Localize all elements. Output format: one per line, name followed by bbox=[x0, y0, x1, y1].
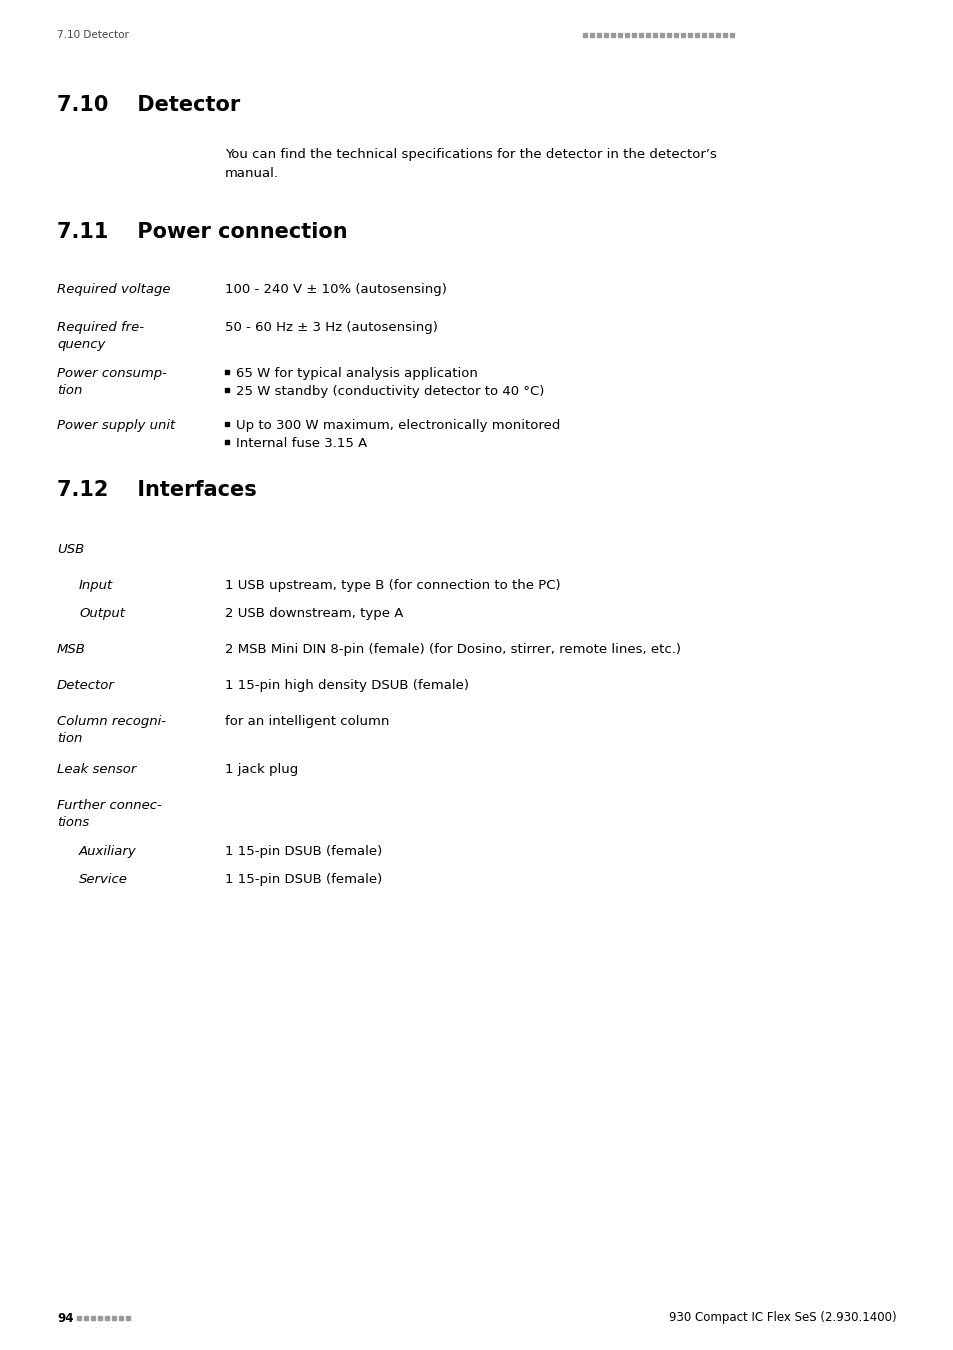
Text: quency: quency bbox=[57, 338, 105, 351]
Text: 2 MSB Mini DIN 8-pin (female) (for Dosino, stirrer, remote lines, etc.): 2 MSB Mini DIN 8-pin (female) (for Dosin… bbox=[225, 643, 680, 656]
Bar bbox=[119, 1316, 123, 1320]
Bar bbox=[701, 32, 705, 36]
Text: USB: USB bbox=[57, 543, 84, 556]
Bar bbox=[91, 1316, 95, 1320]
Bar bbox=[225, 387, 229, 392]
Bar bbox=[639, 32, 642, 36]
Text: 1 15-pin high density DSUB (female): 1 15-pin high density DSUB (female) bbox=[225, 679, 469, 693]
Text: 7.10    Detector: 7.10 Detector bbox=[57, 95, 240, 115]
Text: Required fre-: Required fre- bbox=[57, 321, 144, 333]
Text: Auxiliary: Auxiliary bbox=[79, 845, 136, 859]
Text: 930 Compact IC Flex SeS (2.930.1400): 930 Compact IC Flex SeS (2.930.1400) bbox=[669, 1311, 896, 1324]
Bar bbox=[716, 32, 720, 36]
Text: Power consump-: Power consump- bbox=[57, 367, 167, 379]
Bar bbox=[98, 1316, 102, 1320]
Bar bbox=[225, 370, 229, 374]
Text: Leak sensor: Leak sensor bbox=[57, 763, 136, 776]
Bar bbox=[112, 1316, 116, 1320]
Text: 1 15-pin DSUB (female): 1 15-pin DSUB (female) bbox=[225, 873, 382, 886]
Text: 7.12    Interfaces: 7.12 Interfaces bbox=[57, 481, 256, 500]
Bar bbox=[624, 32, 628, 36]
Bar bbox=[645, 32, 649, 36]
Bar bbox=[225, 423, 229, 427]
Bar bbox=[597, 32, 600, 36]
Text: manual.: manual. bbox=[225, 167, 278, 180]
Text: Required voltage: Required voltage bbox=[57, 284, 171, 296]
Text: Service: Service bbox=[79, 873, 128, 886]
Text: for an intelligent column: for an intelligent column bbox=[225, 716, 389, 728]
Bar bbox=[708, 32, 712, 36]
Text: Input: Input bbox=[79, 579, 113, 593]
Bar bbox=[729, 32, 733, 36]
Text: MSB: MSB bbox=[57, 643, 86, 656]
Bar bbox=[652, 32, 657, 36]
Bar bbox=[722, 32, 726, 36]
Bar bbox=[631, 32, 636, 36]
Bar bbox=[603, 32, 607, 36]
Bar bbox=[666, 32, 670, 36]
Bar bbox=[610, 32, 615, 36]
Text: Up to 300 W maximum, electronically monitored: Up to 300 W maximum, electronically moni… bbox=[235, 418, 559, 432]
Bar bbox=[589, 32, 594, 36]
Bar bbox=[582, 32, 586, 36]
Bar bbox=[126, 1316, 130, 1320]
Text: 100 - 240 V ± 10% (autosensing): 100 - 240 V ± 10% (autosensing) bbox=[225, 284, 446, 296]
Text: 1 USB upstream, type B (for connection to the PC): 1 USB upstream, type B (for connection t… bbox=[225, 579, 560, 593]
Text: tion: tion bbox=[57, 732, 82, 745]
Text: 7.10 Detector: 7.10 Detector bbox=[57, 30, 129, 40]
Bar bbox=[225, 440, 229, 444]
Text: 65 W for typical analysis application: 65 W for typical analysis application bbox=[235, 367, 477, 379]
Bar bbox=[673, 32, 678, 36]
Bar bbox=[695, 32, 699, 36]
Text: Detector: Detector bbox=[57, 679, 114, 693]
Text: 2 USB downstream, type A: 2 USB downstream, type A bbox=[225, 608, 403, 620]
Bar bbox=[618, 32, 621, 36]
Bar bbox=[680, 32, 684, 36]
Bar bbox=[687, 32, 691, 36]
Text: 7.11    Power connection: 7.11 Power connection bbox=[57, 221, 347, 242]
Text: Power supply unit: Power supply unit bbox=[57, 418, 175, 432]
Text: Internal fuse 3.15 A: Internal fuse 3.15 A bbox=[235, 437, 367, 450]
Text: Output: Output bbox=[79, 608, 125, 620]
Bar bbox=[659, 32, 663, 36]
Text: Column recogni-: Column recogni- bbox=[57, 716, 166, 728]
Text: 50 - 60 Hz ± 3 Hz (autosensing): 50 - 60 Hz ± 3 Hz (autosensing) bbox=[225, 321, 437, 333]
Bar bbox=[77, 1316, 81, 1320]
Text: 1 jack plug: 1 jack plug bbox=[225, 763, 298, 776]
Bar bbox=[84, 1316, 88, 1320]
Text: 25 W standby (conductivity detector to 40 °C): 25 W standby (conductivity detector to 4… bbox=[235, 385, 544, 398]
Text: You can find the technical specifications for the detector in the detector’s: You can find the technical specification… bbox=[225, 148, 716, 161]
Text: tion: tion bbox=[57, 383, 82, 397]
Text: 94: 94 bbox=[57, 1311, 73, 1324]
Bar bbox=[105, 1316, 109, 1320]
Text: tions: tions bbox=[57, 815, 90, 829]
Text: Further connec-: Further connec- bbox=[57, 799, 162, 811]
Text: 1 15-pin DSUB (female): 1 15-pin DSUB (female) bbox=[225, 845, 382, 859]
